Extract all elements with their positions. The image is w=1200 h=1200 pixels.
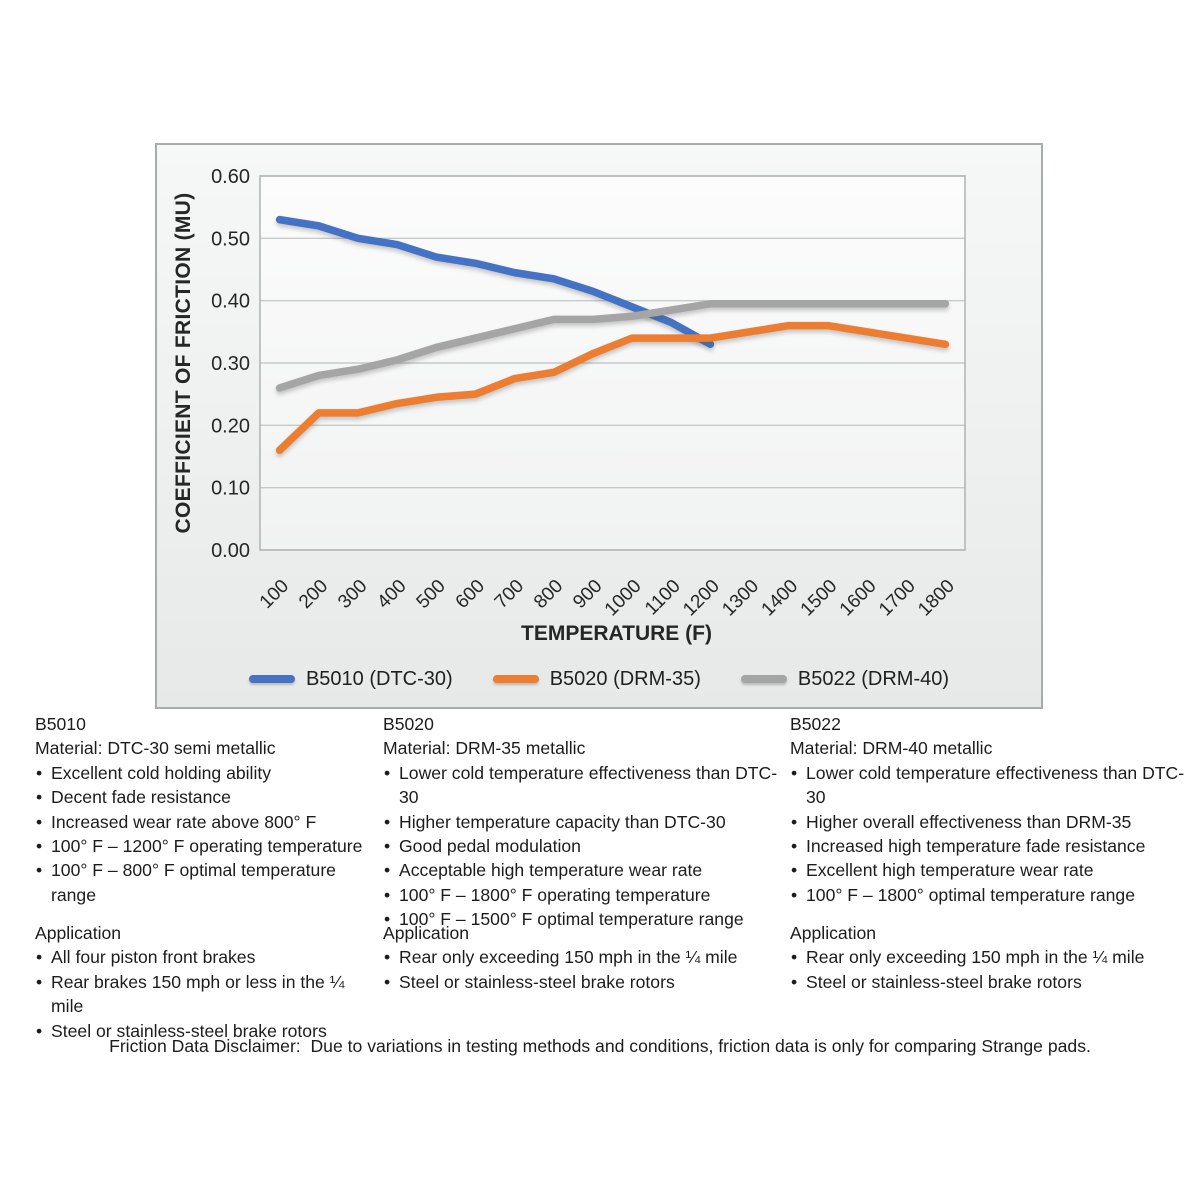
product-info-b5022: B5022 Material: DRM-40 metallic Lower co… bbox=[790, 712, 1186, 1022]
feature-item: Decent fade resistance bbox=[35, 785, 375, 810]
y-tick-label: 0.30 bbox=[211, 353, 250, 375]
y-tick-label: 0.50 bbox=[211, 228, 250, 250]
application-title: Application bbox=[383, 923, 470, 943]
y-tick-label: 0.20 bbox=[211, 415, 250, 437]
product-features: Lower cold temperature effectiveness tha… bbox=[383, 761, 779, 932]
product-material: Material: DRM-35 metallic bbox=[383, 738, 586, 759]
legend-label: B5022 (DRM-40) bbox=[797, 667, 950, 690]
product-material: Material: DRM-40 metallic bbox=[790, 738, 993, 759]
feature-item: Acceptable high temperature wear rate bbox=[383, 858, 779, 883]
application-item: Steel or stainless-steel brake rotors bbox=[790, 970, 1186, 995]
legend-swatch-b5022 bbox=[740, 675, 787, 683]
chart-legend: B5010 (DTC-30) B5020 (DRM-35) B5022 (DRM… bbox=[157, 661, 1041, 697]
legend-swatch-b5010 bbox=[248, 675, 295, 683]
x-tick-label: 400 bbox=[373, 576, 410, 613]
application-block: Application Rear only exceeding 150 mph … bbox=[383, 921, 779, 995]
plot-border bbox=[259, 175, 966, 551]
x-tick-label: 1000 bbox=[601, 576, 646, 621]
application-title: Application bbox=[790, 923, 877, 943]
application-block: Application All four piston front brakes… bbox=[35, 921, 375, 1043]
application-item: All four piston front brakes bbox=[35, 945, 375, 970]
x-tick-label: 1500 bbox=[797, 576, 842, 621]
feature-item: Lower cold temperature effectiveness tha… bbox=[790, 761, 1186, 810]
friction-chart-card: 0.00 0.10 0.20 0.30 0.40 0.50 0.60 100 200 300 400… bbox=[155, 143, 1043, 709]
x-tick-label: 1100 bbox=[641, 576, 685, 620]
application-item: Rear only exceeding 150 mph in the ¼ mil… bbox=[383, 945, 779, 970]
series-line-b5010 bbox=[275, 215, 715, 349]
x-tick-label: 800 bbox=[530, 576, 567, 613]
product-features: Excellent cold holding ability Decent fa… bbox=[35, 761, 375, 907]
series-line-b5020 bbox=[275, 321, 950, 455]
x-tick-label: 200 bbox=[295, 576, 332, 613]
application-item: Steel or stainless-steel brake rotors bbox=[35, 1019, 375, 1044]
x-tick-label: 1300 bbox=[718, 576, 763, 621]
x-tick-label: 300 bbox=[334, 576, 371, 613]
application-list: Rear only exceeding 150 mph in the ¼ mil… bbox=[383, 945, 779, 994]
x-tick-label: 700 bbox=[491, 576, 528, 613]
feature-item: Good pedal modulation bbox=[383, 834, 779, 859]
product-info-b5020: B5020 Material: DRM-35 metallic Lower co… bbox=[383, 712, 779, 1022]
product-material: Material: DTC-30 semi metallic bbox=[35, 738, 276, 759]
product-name: B5010 bbox=[35, 714, 86, 734]
application-list: Rear only exceeding 150 mph in the ¼ mil… bbox=[790, 945, 1186, 994]
x-tick-label: 1200 bbox=[679, 576, 724, 621]
legend-label: B5020 (DRM-35) bbox=[549, 667, 701, 690]
product-name: B5022 bbox=[790, 714, 841, 734]
feature-item: Increased high temperature fade resistan… bbox=[790, 834, 1186, 859]
product-info-b5010: B5010 Material: DTC-30 semi metallic Exc… bbox=[35, 712, 375, 1043]
y-tick-label: 0.40 bbox=[211, 291, 250, 313]
feature-item: Higher temperature capacity than DTC-30 bbox=[383, 810, 779, 835]
y-tick-label: 0.00 bbox=[211, 540, 250, 562]
x-tick-label: 100 bbox=[256, 576, 293, 613]
application-block: Application Rear only exceeding 150 mph … bbox=[790, 921, 1186, 995]
feature-item: Excellent high temperature wear rate bbox=[790, 858, 1186, 883]
feature-item: Lower cold temperature effectiveness tha… bbox=[383, 761, 779, 810]
x-tick-label: 900 bbox=[569, 576, 606, 613]
x-tick-label: 600 bbox=[452, 576, 489, 613]
legend-label: B5010 (DTC-30) bbox=[305, 667, 453, 690]
friction-data-disclaimer: Friction Data Disclaimer: Due to variati… bbox=[109, 1036, 1091, 1056]
feature-item: 100° F – 800° F optimal temperature rang… bbox=[35, 858, 375, 907]
application-list: All four piston front brakes Rear brakes… bbox=[35, 945, 375, 1043]
x-tick-label: 1400 bbox=[758, 576, 803, 621]
y-axis-title: COEFFICIENT OF FRICTION (MU) bbox=[172, 193, 195, 534]
legend-item-b5010: B5010 (DTC-30) bbox=[248, 667, 453, 691]
application-item: Rear brakes 150 mph or less in the ¼ mil… bbox=[35, 970, 375, 1019]
x-tick-label: 1700 bbox=[875, 576, 920, 621]
x-tick-label: 500 bbox=[413, 576, 450, 613]
feature-item: 100° F – 1200° F operating temperature bbox=[35, 834, 375, 859]
feature-item: 100° F – 1800° F operating temperature bbox=[383, 883, 779, 908]
x-tick-label: 1800 bbox=[914, 576, 959, 621]
friction-chart: 0.00 0.10 0.20 0.30 0.40 0.50 0.60 100 200 300 400… bbox=[172, 166, 966, 645]
legend-item-b5022: B5022 (DRM-40) bbox=[740, 667, 950, 691]
y-tick-label: 0.60 bbox=[211, 166, 250, 188]
series-line-b5022 bbox=[275, 300, 950, 392]
feature-item: Higher overall effectiveness than DRM-35 bbox=[790, 810, 1186, 835]
feature-item: Excellent cold holding ability bbox=[35, 761, 375, 786]
product-features: Lower cold temperature effectiveness tha… bbox=[790, 761, 1186, 908]
product-name: B5020 bbox=[383, 714, 434, 734]
application-item: Rear only exceeding 150 mph in the ¼ mil… bbox=[790, 945, 1186, 970]
x-tick-label: 1600 bbox=[836, 576, 881, 621]
feature-item: 100° F – 1800° optimal temperature range bbox=[790, 883, 1186, 908]
application-title: Application bbox=[35, 923, 122, 943]
application-item: Steel or stainless-steel brake rotors bbox=[383, 970, 779, 995]
feature-item: Increased wear rate above 800° F bbox=[35, 810, 375, 835]
y-tick-label: 0.10 bbox=[211, 478, 250, 500]
feature-item: 100° F – 1500° F optimal temperature ran… bbox=[383, 907, 779, 932]
x-axis-title: TEMPERATURE (F) bbox=[521, 622, 712, 645]
legend-swatch-b5020 bbox=[492, 675, 539, 683]
legend-item-b5020: B5020 (DRM-35) bbox=[492, 667, 701, 691]
